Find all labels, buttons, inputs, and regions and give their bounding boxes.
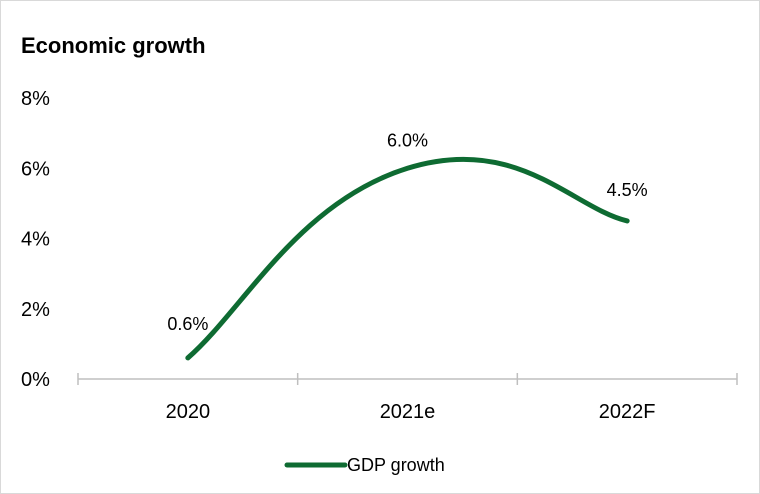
y-tick-label: 0%: [21, 369, 50, 391]
y-tick-label: 6%: [21, 158, 50, 180]
legend: GDP growth: [284, 455, 445, 475]
chart-title: Economic growth: [21, 33, 206, 58]
y-tick-label: 4%: [21, 229, 50, 251]
y-tick-label: 2%: [21, 299, 50, 321]
x-tick-label: 2021e: [380, 401, 436, 423]
legend-label: GDP growth: [347, 455, 445, 475]
x-tick-label: 2022F: [599, 401, 656, 423]
data-label: 4.5%: [607, 180, 648, 200]
series-layer: 0.6% 6.0% 4.5%: [167, 130, 648, 361]
y-tick-label: 8%: [21, 88, 50, 110]
x-tick-label: 2020: [166, 401, 211, 423]
series-line-gdp-growth: [185, 156, 630, 361]
data-label: 0.6%: [167, 314, 208, 334]
y-axis-ticks: 0% 2% 4% 6% 8%: [21, 88, 50, 391]
x-axis: 2020 2021e 2022F: [77, 373, 738, 423]
data-label: 6.0%: [387, 130, 428, 150]
